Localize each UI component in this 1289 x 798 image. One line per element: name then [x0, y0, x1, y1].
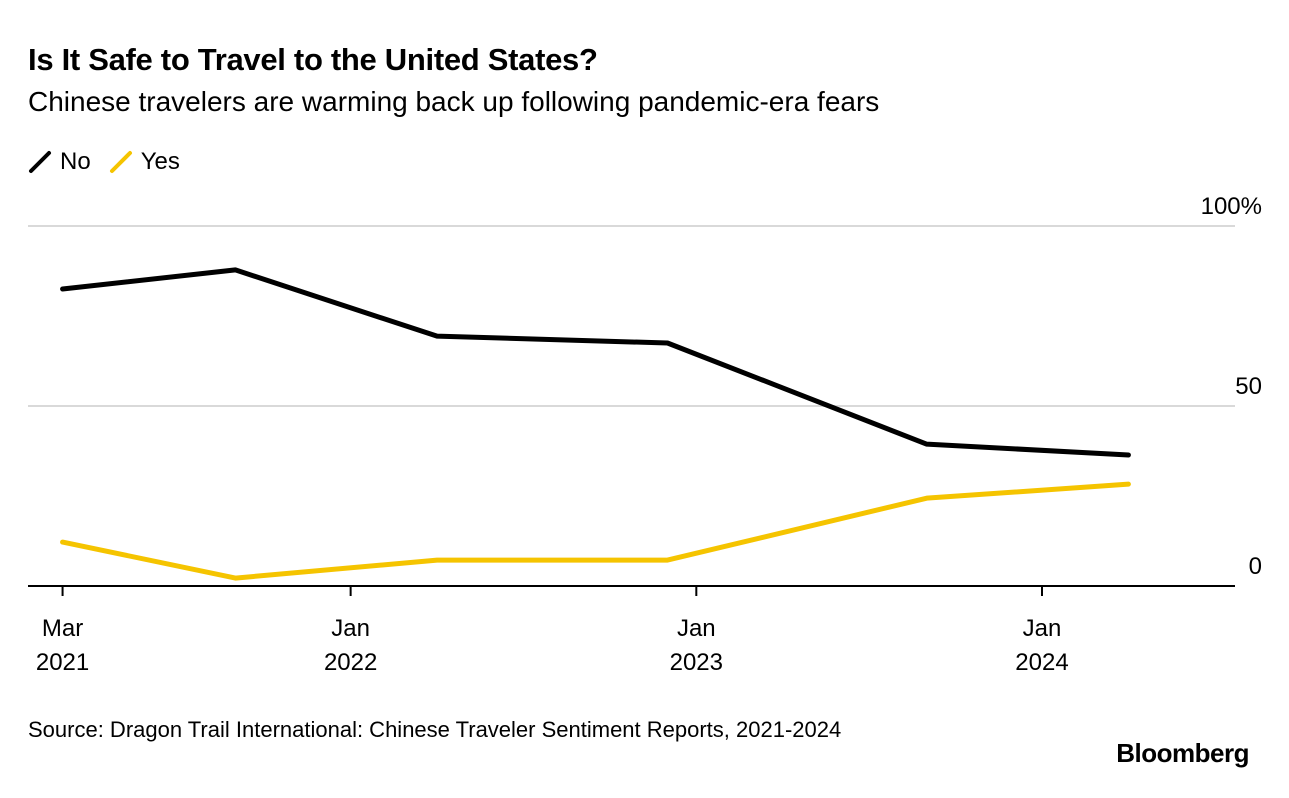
x-tick-label: Jan [677, 615, 716, 642]
source-note: Source: Dragon Trail International: Chin… [28, 717, 842, 742]
chart-title: Is It Safe to Travel to the United State… [28, 42, 598, 77]
y-tick-label: 100% [1201, 193, 1262, 220]
y-tick-label: 0 [1249, 553, 1262, 580]
chart-subtitle: Chinese travelers are warming back up fo… [28, 86, 880, 117]
legend-item-yes: Yes [109, 148, 180, 176]
x-tick-label: 2023 [670, 649, 723, 676]
x-tick-label: Mar [42, 615, 83, 642]
legend-swatch-no [29, 151, 51, 173]
y-tick-label: 50 [1235, 373, 1262, 400]
legend-label-yes: Yes [140, 148, 180, 175]
series-line-yes [60, 481, 1131, 581]
legend: No Yes [28, 148, 180, 176]
x-tick-label: 2022 [324, 649, 377, 676]
x-tick-label: 2021 [36, 649, 89, 676]
legend-swatch-yes [109, 151, 132, 173]
legend-item-no: No [28, 148, 91, 176]
bloomberg-logo: Bloomberg [1116, 738, 1249, 768]
x-tick-label: 2024 [1015, 649, 1068, 676]
series-line-no [60, 267, 1131, 458]
legend-label-no: No [60, 148, 91, 175]
x-tick-label: Jan [1023, 615, 1062, 642]
x-tick-label: Jan [331, 615, 370, 642]
